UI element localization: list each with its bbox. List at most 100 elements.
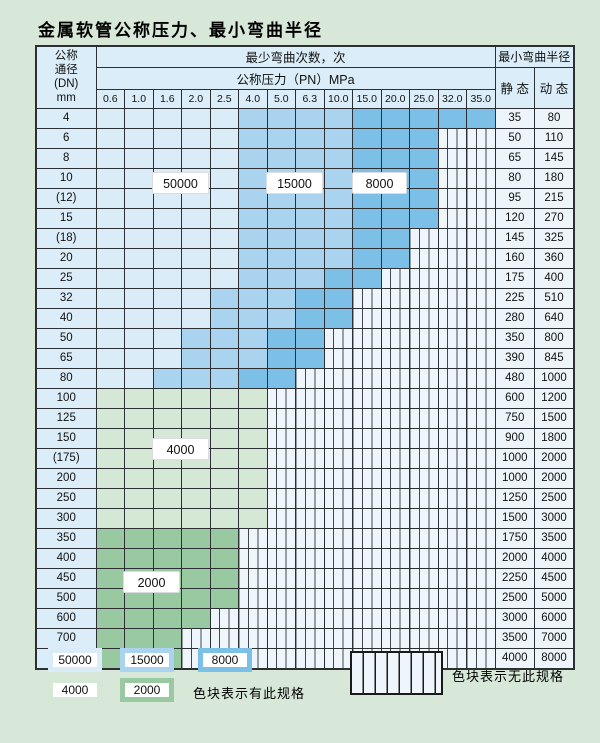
pressure-cell-no-spec — [437, 227, 467, 249]
pressure-cell-cycles-4000 — [181, 467, 211, 489]
dynamic-radius-cell: 6000 — [534, 607, 575, 629]
pressure-cell-cycles-50000 — [124, 107, 154, 129]
pressure-cell-no-spec — [466, 327, 496, 349]
pressure-cell-cycles-4000 — [95, 487, 125, 509]
pressure-cell-cycles-2000 — [152, 527, 182, 549]
pressure-cell-no-spec — [238, 547, 268, 569]
page-title: 金属软管公称压力、最小弯曲半径 — [38, 21, 323, 41]
pressure-cell-no-spec — [352, 507, 382, 529]
pressure-cell-cycles-2000 — [95, 627, 125, 649]
pressure-cell-no-spec — [466, 447, 496, 469]
pressure-cell-cycles-15000 — [209, 307, 239, 329]
pressure-cell-cycles-8000 — [352, 107, 382, 129]
pressure-cell-cycles-50000 — [124, 327, 154, 349]
pressure-cell-cycles-15000 — [266, 287, 296, 309]
pressure-cell-no-spec — [437, 527, 467, 549]
pressure-cell-no-spec — [295, 507, 325, 529]
zone-label-4000: 4000 — [152, 438, 209, 460]
pressure-cell-no-spec — [352, 327, 382, 349]
pressure-cell-cycles-15000 — [238, 127, 268, 149]
legend-swatch-label: 2000 — [133, 683, 161, 697]
pressure-cell-no-spec — [266, 647, 296, 669]
pressure-cell-no-spec — [323, 567, 353, 589]
pressure-cell-cycles-15000 — [238, 147, 268, 169]
dynamic-radius-cell: 215 — [534, 187, 575, 209]
pressure-cell-no-spec — [409, 387, 439, 409]
min-bend-radius-header: 最小弯曲半径 — [494, 45, 575, 68]
pressure-cell-no-spec — [323, 387, 353, 409]
pressure-cell-cycles-8000 — [466, 107, 496, 129]
dn-cell: 8 — [35, 147, 97, 169]
pressure-cell-cycles-4000 — [181, 407, 211, 429]
pressure-cell-cycles-2000 — [209, 527, 239, 549]
pressure-cell-cycles-4000 — [95, 507, 125, 529]
spec-table-wrapper: 公称 通径 (DN) mm 最少弯曲次数，次 最小弯曲半径 公称压力（PN）MP… — [35, 45, 575, 670]
table-row: (18) 145 325 — [35, 227, 575, 249]
pressure-cell-cycles-50000 — [95, 167, 125, 189]
dn-header-line: 通径 — [54, 64, 78, 77]
pressure-cell-cycles-50000 — [152, 107, 182, 129]
pressure-cell-cycles-4000 — [124, 387, 154, 409]
pressure-cell-cycles-8000 — [295, 287, 325, 309]
pressure-cell-no-spec — [352, 627, 382, 649]
pressure-cell-cycles-50000 — [152, 347, 182, 369]
pressure-cell-no-spec — [295, 607, 325, 629]
pressure-cell-cycles-50000 — [124, 347, 154, 369]
pressure-cell-no-spec — [466, 567, 496, 589]
pressure-cell-no-spec — [380, 547, 410, 569]
pressure-cell-cycles-8000 — [352, 267, 382, 289]
static-radius-cell: 4000 — [494, 647, 535, 669]
pressure-cell-cycles-15000 — [209, 347, 239, 369]
pressure-cell-no-spec — [409, 327, 439, 349]
dn-cell: 125 — [35, 407, 97, 429]
table-row: 15 120 270 — [35, 207, 575, 229]
pressure-cell-cycles-15000 — [152, 367, 182, 389]
pressure-cell-no-spec — [295, 467, 325, 489]
pressure-cell-no-spec — [295, 547, 325, 569]
pressure-column-header: 25.0 — [409, 88, 439, 109]
dynamic-radius-cell: 7000 — [534, 627, 575, 649]
pressure-cell-no-spec — [466, 387, 496, 409]
pressure-cell-cycles-2000 — [209, 587, 239, 609]
pressure-cell-no-spec — [380, 587, 410, 609]
pressure-cell-cycles-50000 — [209, 147, 239, 169]
pressure-cell-no-spec — [409, 307, 439, 329]
dn-cell: 25 — [35, 267, 97, 289]
table-row: 125 750 1500 — [35, 407, 575, 429]
pressure-cell-no-spec — [466, 227, 496, 249]
dynamic-radius-cell: 1000 — [534, 367, 575, 389]
pressure-cell-cycles-15000 — [295, 127, 325, 149]
pressure-cell-cycles-50000 — [181, 107, 211, 129]
pressure-cell-cycles-50000 — [95, 187, 125, 209]
pressure-cell-no-spec — [437, 387, 467, 409]
pressure-cell-cycles-4000 — [95, 467, 125, 489]
pressure-cell-cycles-8000 — [266, 327, 296, 349]
pressure-cell-cycles-50000 — [181, 287, 211, 309]
pressure-cell-cycles-4000 — [209, 407, 239, 429]
pressure-cell-no-spec — [238, 607, 268, 629]
pressure-cell-no-spec — [352, 387, 382, 409]
pressure-cell-no-spec — [437, 367, 467, 389]
pressure-cell-no-spec — [352, 307, 382, 329]
legend-swatch-label: 50000 — [58, 653, 92, 667]
table-row: 40 280 640 — [35, 307, 575, 329]
pressure-cell-cycles-50000 — [124, 187, 154, 209]
dn-cell: 32 — [35, 287, 97, 309]
pressure-cell-no-spec — [295, 387, 325, 409]
dynamic-radius-cell: 4000 — [534, 547, 575, 569]
pressure-cell-cycles-50000 — [181, 307, 211, 329]
static-radius-cell: 1750 — [494, 527, 535, 549]
zone-label-2000: 2000 — [123, 571, 180, 593]
pressure-cell-cycles-50000 — [95, 267, 125, 289]
pressure-cell-cycles-50000 — [152, 267, 182, 289]
pressure-cell-cycles-2000 — [124, 607, 154, 629]
dynamic-radius-cell: 2000 — [534, 447, 575, 469]
pressure-column-header: 10.0 — [323, 88, 353, 109]
dn-cell: 20 — [35, 247, 97, 269]
pressure-cell-cycles-8000 — [409, 127, 439, 149]
pressure-cell-no-spec — [466, 307, 496, 329]
static-column-header: 静 态 — [494, 66, 535, 109]
pressure-cell-no-spec — [352, 527, 382, 549]
pressure-column-header: 1.6 — [152, 88, 182, 109]
pressure-cell-cycles-8000 — [409, 167, 439, 189]
